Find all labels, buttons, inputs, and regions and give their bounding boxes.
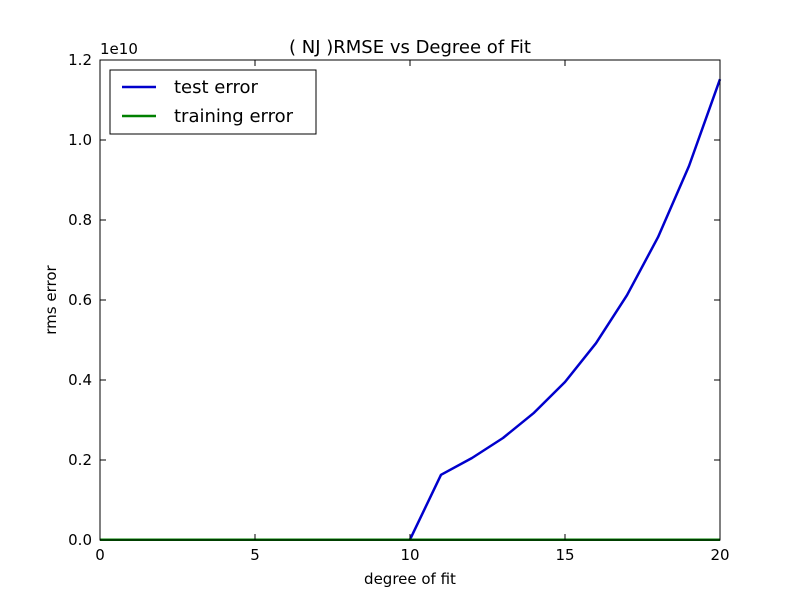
y-tick-label: 0.8 — [68, 211, 92, 229]
legend-box — [109, 69, 317, 135]
y-scale-label: 1e10 — [100, 40, 138, 58]
legend: test error training error — [109, 69, 317, 135]
x-tick-label: 20 — [710, 546, 729, 564]
x-tick-label: 15 — [555, 546, 574, 564]
y-tick-label: 0.0 — [68, 531, 92, 549]
x-axis-label: degree of fit — [364, 570, 456, 588]
legend-label-test-error: test error — [174, 77, 258, 98]
y-tick-label: 0.4 — [68, 371, 92, 389]
x-tick-label: 5 — [250, 546, 260, 564]
y-tick-label: 0.2 — [68, 451, 92, 469]
y-tick-label: 1.0 — [68, 131, 92, 149]
legend-label-training-error: training error — [174, 106, 294, 127]
x-tick-label: 10 — [400, 546, 419, 564]
y-tick-label: 0.6 — [68, 291, 92, 309]
y-tick-label: 1.2 — [68, 51, 92, 69]
plot-area: 0 5 10 15 20 0.0 0.2 0.4 0.6 0.8 1.0 1.2 — [68, 51, 729, 564]
y-axis-label: rms error — [42, 264, 60, 334]
chart-title: ( NJ )RMSE vs Degree of Fit — [289, 37, 531, 58]
x-tick-label: 0 — [95, 546, 105, 564]
